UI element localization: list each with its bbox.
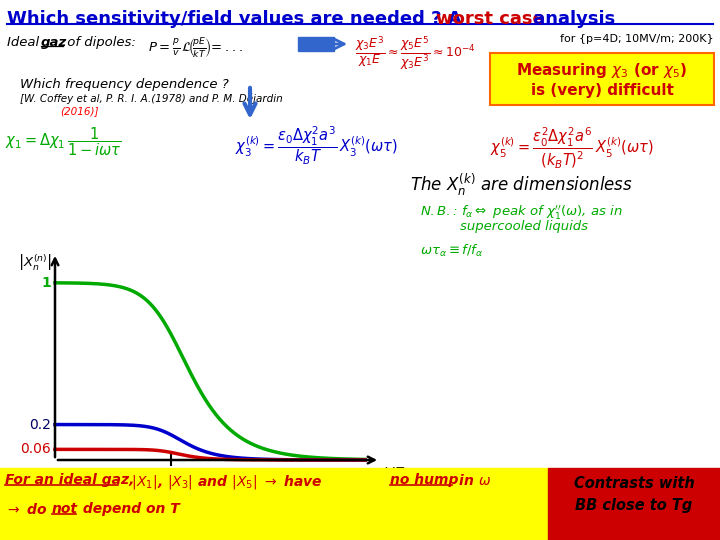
Text: [W. Coffey et al, P. R. I. A.(1978) and P. M. Déjardin: [W. Coffey et al, P. R. I. A.(1978) and … bbox=[20, 94, 283, 105]
Text: $\rightarrow$ do: $\rightarrow$ do bbox=[5, 502, 48, 517]
Text: $\omega\tau$: $\omega\tau$ bbox=[382, 464, 406, 479]
Text: for {p=4D; 10MV/m; 200K}: for {p=4D; 10MV/m; 200K} bbox=[560, 34, 714, 44]
Text: $\chi_3^{(k)} = \dfrac{\varepsilon_0\Delta\chi_1^2 a^3}{k_B T}\,X_3^{(k)}(\omega: $\chi_3^{(k)} = \dfrac{\varepsilon_0\Del… bbox=[235, 125, 398, 167]
Bar bbox=[0, 468, 548, 540]
Text: Ideal: Ideal bbox=[7, 36, 43, 49]
Text: $\chi_1 = \Delta\chi_1\,\dfrac{1}{1-i\omega\tau}$: $\chi_1 = \Delta\chi_1\,\dfrac{1}{1-i\om… bbox=[5, 125, 122, 158]
Bar bbox=[548, 468, 720, 540]
Text: gaz: gaz bbox=[41, 36, 67, 49]
Text: $\chi_5^{(k)} = \dfrac{\varepsilon_0^2\Delta\chi_1^2 a^6}{(k_BT)^2}\,X_5^{(k)}(\: $\chi_5^{(k)} = \dfrac{\varepsilon_0^2\D… bbox=[490, 125, 654, 170]
Text: $P = \frac{p}{v}\,\mathcal{L}\!\left(\!\frac{pE}{kT}\!\right)\!=...$: $P = \frac{p}{v}\,\mathcal{L}\!\left(\!\… bbox=[148, 35, 243, 60]
Text: For an ideal gaz,: For an ideal gaz, bbox=[5, 473, 135, 487]
FancyArrowPatch shape bbox=[330, 39, 344, 49]
Text: The $X_n^{(k)}$ are dimensionless: The $X_n^{(k)}$ are dimensionless bbox=[410, 172, 633, 198]
Text: $|X_1|$, $|X_3|$ and $|X_5|$ $\rightarrow$ have: $|X_1|$, $|X_3|$ and $|X_5|$ $\rightarro… bbox=[122, 473, 323, 491]
Text: 0.2: 0.2 bbox=[29, 417, 51, 431]
Text: is (very) difficult: is (very) difficult bbox=[531, 83, 673, 98]
Text: 1: 1 bbox=[167, 467, 176, 481]
Text: depend on T: depend on T bbox=[78, 502, 180, 516]
Text: worst case: worst case bbox=[436, 10, 545, 28]
Text: Contrasts with: Contrasts with bbox=[574, 476, 694, 491]
Bar bbox=[298, 37, 334, 51]
Text: 0.06: 0.06 bbox=[20, 442, 51, 456]
FancyBboxPatch shape bbox=[490, 53, 714, 105]
Text: 1: 1 bbox=[41, 276, 51, 290]
Text: $\dfrac{\chi_3 E^3}{\chi_1 E} \approx \dfrac{\chi_5 E^5}{\chi_3 E^3} \approx 10^: $\dfrac{\chi_3 E^3}{\chi_1 E} \approx \d… bbox=[355, 34, 476, 72]
Text: not: not bbox=[52, 502, 78, 516]
Text: $N.B.$: $f_\alpha \Leftrightarrow$ peak of $\chi_1''(\omega)$, as in: $N.B.$: $f_\alpha \Leftrightarrow$ peak … bbox=[420, 203, 623, 221]
Text: of dipoles:: of dipoles: bbox=[63, 36, 136, 49]
Text: $\omega\tau_\alpha \equiv f/f_\alpha$: $\omega\tau_\alpha \equiv f/f_\alpha$ bbox=[420, 243, 484, 259]
Text: analysis: analysis bbox=[527, 10, 616, 28]
Text: Measuring $\chi_3$ (or $\chi_5$): Measuring $\chi_3$ (or $\chi_5$) bbox=[516, 61, 688, 80]
Text: (2016)]: (2016)] bbox=[60, 106, 99, 116]
Text: supercooled liquids: supercooled liquids bbox=[460, 220, 588, 233]
Text: $\left|X_n^{(n)}\right|$: $\left|X_n^{(n)}\right|$ bbox=[18, 252, 52, 272]
Text: Which sensitivity/field values are needed ? A: Which sensitivity/field values are neede… bbox=[7, 10, 468, 28]
Text: Which frequency dependence ?: Which frequency dependence ? bbox=[20, 78, 229, 91]
Text: no hump: no hump bbox=[390, 473, 459, 487]
Text: in $\omega$: in $\omega$ bbox=[454, 473, 491, 488]
Text: BB close to Tg: BB close to Tg bbox=[575, 498, 693, 513]
